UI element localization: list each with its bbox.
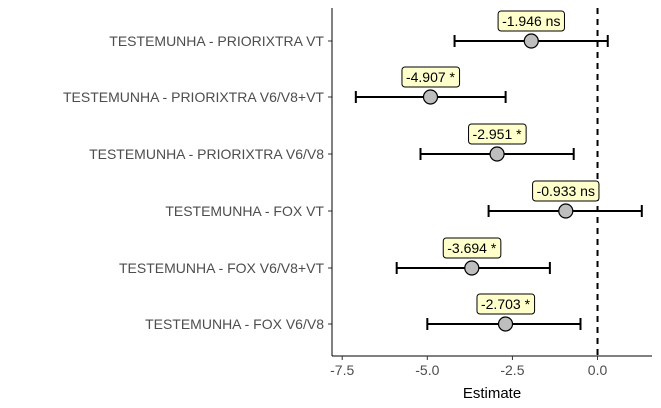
y-label-3: TESTEMUNHA - FOX VT: [165, 203, 324, 219]
data-label-2: -2.951 *: [468, 123, 527, 145]
y-label-1: TESTEMUNHA - PRIORIXTRA V6/V8+VT: [63, 89, 324, 105]
x-axis-title: Estimate: [463, 385, 521, 402]
point-5: [497, 316, 514, 332]
point-2: [489, 146, 505, 162]
y-label-0: TESTEMUNHA - PRIORIXTRA VT: [109, 33, 324, 49]
data-label-3: -0.933 ns: [532, 180, 600, 202]
data-label-box-4: [442, 237, 502, 259]
y-axis-labels: TESTEMUNHA - PRIORIXTRA VT TESTEMUNHA - P…: [63, 33, 332, 332]
x-tick-label-0: -7.5: [330, 362, 354, 378]
data-label-box-3: [532, 180, 600, 202]
data-label-text-5: -2.703 *: [481, 296, 531, 312]
data-label-text-2: -2.951 *: [473, 126, 523, 142]
data-label-text-0: -1.946 ns: [502, 13, 560, 29]
point-1: [422, 89, 439, 105]
data-label-text-3: -0.933 ns: [537, 183, 595, 199]
x-axis-ticks: -7.5 -5.0 -2.5 0.0: [330, 356, 607, 378]
estimate-points: [422, 33, 574, 332]
data-label-5: -2.703 *: [476, 293, 536, 315]
data-label-1: -4.907 *: [401, 66, 461, 88]
data-label-box-5: [476, 293, 536, 315]
x-tick-label-1: -5.0: [415, 362, 439, 378]
y-label-2: TESTEMUNHA - PRIORIXTRA V6/V8: [89, 146, 324, 162]
point-3: [558, 203, 574, 219]
data-label-text-4: -3.694 *: [447, 240, 497, 256]
x-tick-label-2: -2.5: [500, 362, 524, 378]
data-labels: -1.946 ns -4.907 * -2.951 * -0.933 ns -3.694…: [401, 10, 600, 315]
data-label-4: -3.694 *: [442, 237, 502, 259]
data-label-box-1: [401, 66, 461, 88]
data-label-0: -1.946 ns: [497, 10, 565, 32]
y-label-5: TESTEMUNHA - FOX V6/V8: [145, 316, 324, 332]
data-label-text-1: -4.907 *: [406, 69, 456, 85]
data-label-box-0: [497, 10, 565, 32]
point-0: [523, 33, 539, 49]
point-4: [464, 260, 480, 276]
y-label-4: TESTEMUNHA - FOX V6/V8+VT: [119, 260, 324, 276]
x-tick-label-3: 0.0: [588, 362, 608, 378]
data-label-box-2: [468, 123, 527, 145]
